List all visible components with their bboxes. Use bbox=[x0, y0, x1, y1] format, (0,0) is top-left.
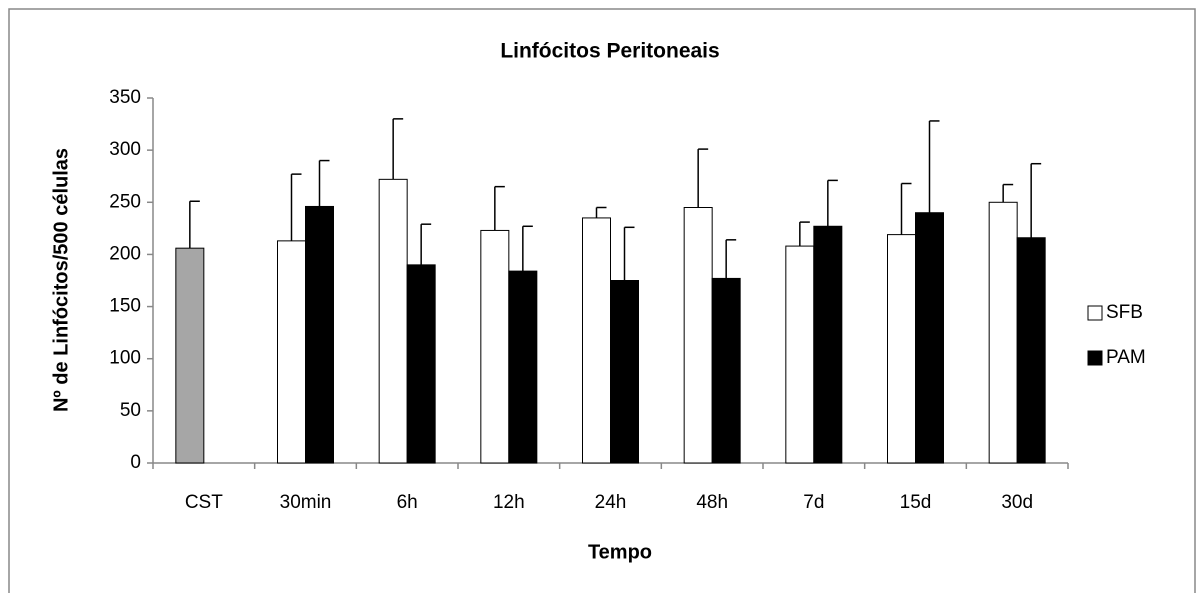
error-bar bbox=[799, 221, 810, 247]
error-bar bbox=[1002, 183, 1014, 203]
error-bar bbox=[928, 120, 940, 213]
y-tick-label: 50 bbox=[120, 400, 141, 421]
error-bar bbox=[827, 179, 838, 227]
bar bbox=[785, 245, 815, 464]
error-bar bbox=[290, 173, 302, 241]
x-tick-label: 15d bbox=[900, 492, 932, 513]
bar bbox=[915, 212, 944, 464]
x-tick-label: 6h bbox=[397, 492, 418, 513]
error-bar bbox=[420, 223, 432, 265]
legend-swatch bbox=[1087, 305, 1103, 321]
bar bbox=[406, 264, 436, 464]
error-bar bbox=[623, 226, 635, 281]
legend-label: SFB bbox=[1106, 302, 1143, 323]
y-tick-label: 300 bbox=[109, 139, 141, 160]
error-bar bbox=[595, 206, 607, 218]
bar bbox=[277, 240, 306, 464]
x-tick-label: 48h bbox=[696, 492, 728, 513]
error-bar bbox=[494, 185, 505, 231]
legend-swatch bbox=[1087, 350, 1103, 366]
bar bbox=[711, 277, 741, 464]
error-bar bbox=[392, 118, 404, 180]
error-bar bbox=[697, 148, 709, 208]
y-tick-label: 350 bbox=[109, 87, 141, 108]
y-tick-label: 0 bbox=[130, 452, 141, 473]
chart-title: Linfócitos Peritoneais bbox=[500, 40, 719, 63]
x-tick-label: 7d bbox=[803, 492, 824, 513]
x-tick-label: 30d bbox=[1001, 492, 1033, 513]
y-tick-label: 100 bbox=[109, 348, 141, 369]
bar bbox=[887, 234, 916, 464]
error-bar bbox=[522, 225, 533, 272]
error-bar bbox=[900, 182, 912, 235]
y-axis-title: Nº de Linfócitos/500 células bbox=[50, 148, 72, 412]
y-tick-label: 200 bbox=[109, 243, 141, 264]
error-bar bbox=[189, 200, 200, 249]
error-bar bbox=[725, 239, 737, 279]
bar bbox=[988, 201, 1018, 464]
bar bbox=[480, 229, 510, 464]
x-tick-label: 30min bbox=[280, 492, 332, 513]
x-tick-label: 24h bbox=[595, 492, 627, 513]
bar bbox=[175, 247, 205, 464]
bar bbox=[683, 207, 713, 464]
bar bbox=[582, 217, 611, 464]
y-tick-label: 250 bbox=[109, 191, 141, 212]
x-tick-label: CST bbox=[185, 492, 223, 513]
x-tick-label: 12h bbox=[493, 492, 525, 513]
bar bbox=[305, 205, 334, 464]
bar bbox=[610, 280, 639, 464]
y-tick-label: 150 bbox=[109, 296, 141, 317]
error-bar bbox=[1030, 162, 1042, 238]
bar bbox=[813, 225, 843, 464]
x-axis-title: Tempo bbox=[588, 541, 652, 563]
error-bar bbox=[318, 159, 330, 207]
bar bbox=[1016, 237, 1046, 464]
bar bbox=[508, 270, 538, 464]
legend-label: PAM bbox=[1106, 347, 1146, 368]
bar bbox=[378, 178, 408, 464]
